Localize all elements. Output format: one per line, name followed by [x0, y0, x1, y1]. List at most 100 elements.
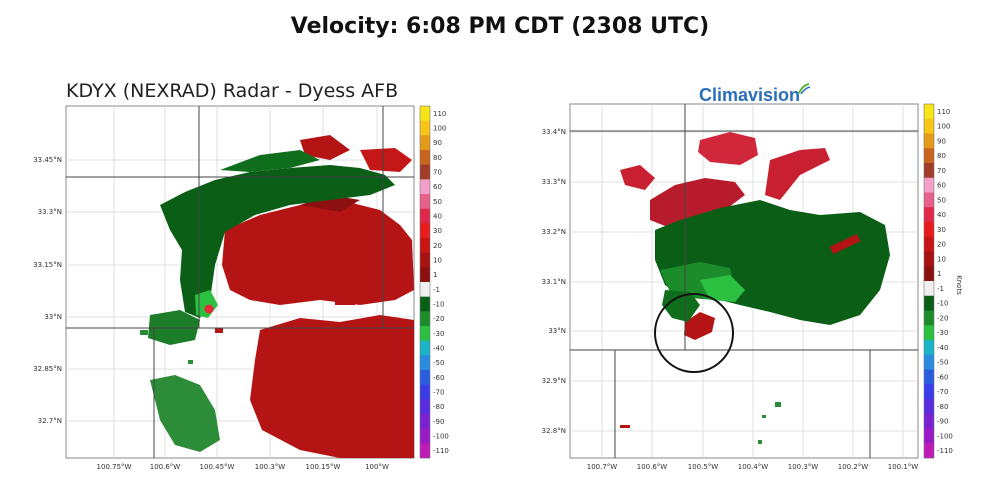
colorbar-label: -10: [937, 300, 948, 308]
colorbar-swatch: [924, 177, 934, 193]
climavision-swoosh-icon: [798, 83, 811, 95]
right-lon-label: 100.6°W: [637, 463, 668, 471]
colorbar-swatch: [924, 104, 934, 120]
colorbar-swatch: [420, 326, 430, 341]
colorbar-label: 90: [433, 139, 442, 147]
colorbar-label: 20: [433, 242, 442, 250]
colorbar-label: -100: [433, 433, 449, 441]
colorbar-label: 10: [937, 255, 946, 263]
right-lat-label: 33.2°N: [542, 228, 566, 236]
colorbar-label: -60: [433, 374, 444, 382]
colorbar-swatch: [420, 238, 430, 253]
right-lat-label: 32.9°N: [542, 377, 566, 385]
colorbar-swatch: [420, 443, 430, 459]
left-velocity-echoes: [140, 135, 414, 458]
colorbar-unit-label: Knots: [955, 275, 963, 295]
colorbar-swatch: [420, 208, 430, 224]
colorbar-swatch: [420, 384, 430, 400]
colorbar-label: -1: [937, 285, 944, 293]
page-title: Velocity: 6:08 PM CDT (2308 UTC): [290, 14, 710, 39]
colorbar-swatch: [420, 311, 430, 327]
right-lon-label: 100.4°W: [738, 463, 769, 471]
colorbar-swatch: [924, 340, 934, 356]
left-lon-label: 100.6°W: [150, 463, 181, 471]
colorbar-label: 40: [433, 213, 442, 221]
colorbar-swatch: [924, 266, 934, 282]
right-lat-label: 33.1°N: [542, 278, 566, 286]
colorbar-label: -60: [937, 373, 948, 381]
colorbar-label: -80: [937, 403, 948, 411]
colorbar-label: 50: [433, 198, 442, 206]
left-lon-label: 100.45°W: [200, 463, 235, 471]
colorbar-swatch: [420, 355, 430, 371]
left-lat-label: 33.45°N: [33, 156, 62, 164]
right-lon-label: 100.2°W: [838, 463, 869, 471]
colorbar-swatch: [420, 106, 430, 121]
left-lon-label: 100.3°W: [255, 463, 286, 471]
left-radar-map: 33.45°N 33.3°N 33.15°N 33°N 32.85°N 32.7…: [33, 105, 415, 471]
colorbar-swatch: [924, 192, 934, 208]
colorbar-swatch: [924, 163, 934, 179]
left-colorbar: 110 100 90 80 70 60 50 40 30 20 10 1 -1 -10 -20 -30 -40 -…: [419, 105, 449, 459]
colorbar-label: 60: [433, 183, 442, 191]
colorbar-label: 20: [937, 241, 946, 249]
left-lon-label: 100.75°W: [97, 463, 132, 471]
colorbar-swatch: [420, 164, 430, 180]
colorbar-label: 70: [937, 167, 946, 175]
left-county-borders: [66, 106, 414, 458]
colorbar-label: -50: [937, 359, 948, 367]
left-lon-label: 100.15°W: [306, 463, 341, 471]
colorbar-label: 70: [433, 169, 442, 177]
left-lat-label: 33°N: [44, 313, 62, 321]
right-colorbar: 110 100 90 80 70 60 50 40 30 20 10 1 -1 -10 -20 -30 -40 -…: [923, 103, 953, 459]
colorbar-label: 40: [937, 211, 946, 219]
colorbar-swatch: [420, 135, 430, 151]
colorbar-swatch: [924, 384, 934, 400]
left-lat-label: 33.15°N: [33, 261, 62, 269]
colorbar-swatch: [420, 179, 430, 195]
colorbar-swatch: [420, 414, 430, 429]
colorbar-swatch: [924, 222, 934, 238]
colorbar-swatch: [420, 267, 430, 283]
colorbar-label: -40: [937, 344, 948, 352]
colorbar-label: 110: [433, 110, 446, 118]
colorbar-label: -110: [937, 447, 953, 455]
left-lat-label: 33.3°N: [38, 208, 62, 216]
colorbar-label: -10: [433, 301, 444, 309]
left-lat-label: 32.85°N: [33, 365, 62, 373]
right-lon-label: 100.3°W: [788, 463, 819, 471]
left-lat-label: 32.7°N: [38, 417, 62, 425]
colorbar-label: -70: [937, 388, 948, 396]
colorbar-label: 60: [937, 182, 946, 190]
colorbar-swatch: [924, 236, 934, 252]
right-lat-label: 33°N: [548, 327, 566, 335]
colorbar-swatch: [420, 120, 430, 136]
colorbar-label: -100: [937, 432, 953, 440]
left-lon-label: 100°W: [365, 463, 389, 471]
colorbar-swatch: [924, 281, 934, 297]
colorbar-label: -1: [433, 286, 440, 294]
left-panel-title: KDYX (NEXRAD) Radar - Dyess AFB: [66, 80, 399, 102]
colorbar-swatch: [420, 399, 430, 415]
colorbar-swatch: [924, 133, 934, 149]
colorbar-swatch: [420, 282, 430, 297]
colorbar-label: -20: [937, 314, 948, 322]
colorbar-swatch: [924, 413, 934, 429]
right-lon-label: 100.1°W: [888, 463, 919, 471]
colorbar-label: 110: [937, 108, 950, 116]
colorbar-swatch: [924, 354, 934, 370]
colorbar-swatch: [924, 428, 934, 444]
colorbar-label: -30: [937, 329, 948, 337]
colorbar-swatch: [924, 399, 934, 415]
colorbar-label: 80: [937, 152, 946, 160]
highlight-circle: [654, 293, 734, 373]
colorbar-swatch: [924, 369, 934, 385]
colorbar-label: -30: [433, 330, 444, 338]
climavision-logo: Climavision: [699, 85, 801, 105]
colorbar-swatch: [924, 310, 934, 326]
right-county-borders: [570, 104, 918, 458]
colorbar-swatch: [924, 295, 934, 311]
colorbar-label: -80: [433, 403, 444, 411]
colorbar-frame: [419, 105, 431, 459]
colorbar-swatch: [420, 296, 430, 312]
